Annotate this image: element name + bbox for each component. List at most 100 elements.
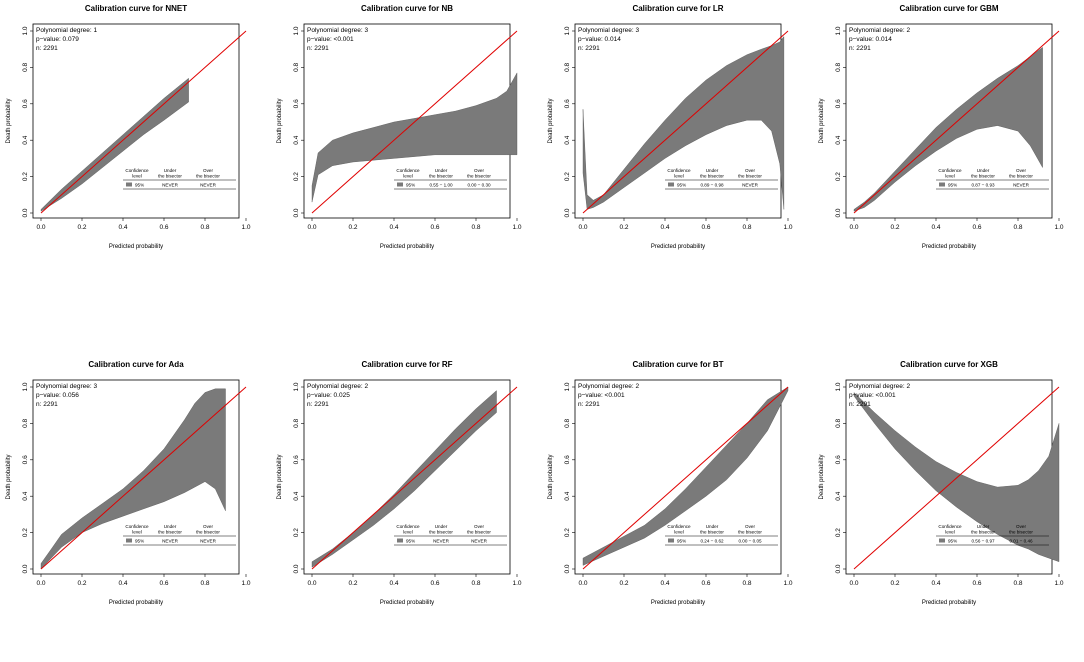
legend-header: Under xyxy=(977,524,990,529)
x-tick-label: 1.0 xyxy=(241,580,250,587)
y-tick-label: 0.0 xyxy=(293,208,300,217)
bisector-line xyxy=(582,386,789,570)
x-tick-label: 0.2 xyxy=(348,580,357,587)
p-value: p−value: 0.014 xyxy=(578,36,621,43)
p-value: p−value: 0.014 xyxy=(849,36,892,43)
x-tick-label: 0.6 xyxy=(972,580,981,587)
legend-header: Over xyxy=(1016,524,1026,529)
plot-frame xyxy=(32,379,240,575)
y-tick-label: 0.8 xyxy=(564,419,571,428)
x-tick-label: 1.0 xyxy=(241,224,250,231)
x-tick-label: 0.4 xyxy=(660,224,669,231)
legend-header: Over xyxy=(203,524,213,529)
bisector-line xyxy=(40,30,247,214)
y-tick-label: 0.0 xyxy=(564,564,571,573)
y-tick-label: 0.0 xyxy=(293,564,300,573)
legend-header: level xyxy=(945,530,954,535)
y-axis-label: Death probability xyxy=(6,98,12,143)
legend-header: Confidence xyxy=(938,168,962,173)
confidence-band xyxy=(40,388,226,570)
legend-over: 0.00 − 0.05 xyxy=(738,539,762,544)
y-tick-label: 1.0 xyxy=(293,26,300,35)
panel-title: Calibration curve for NNET xyxy=(85,4,187,13)
x-tick-label: 1.0 xyxy=(1054,580,1063,587)
y-tick-label: 1.0 xyxy=(835,382,842,391)
y-tick-label: 1.0 xyxy=(835,26,842,35)
legend-header: the bisector xyxy=(738,174,762,179)
y-tick-label: 0.4 xyxy=(22,135,29,144)
legend-header: Confidence xyxy=(667,524,691,529)
confidence-band xyxy=(311,72,518,203)
x-tick-label: 0.0 xyxy=(849,224,858,231)
calibration-panel: Calibration curve for BT 0.0 0.2 0.4 0.6 0.8 1… xyxy=(548,360,793,606)
legend-header: Confidence xyxy=(125,168,149,173)
calibration-figure: Calibration curve for NNET 0.0 0.2 0.4 0.6 0.… xyxy=(6,4,1064,606)
x-tick-label: 0.8 xyxy=(742,224,751,231)
legend-header: the bisector xyxy=(700,174,724,179)
p-value: p−value: <0.001 xyxy=(578,392,625,399)
polynomial-degree: Polynomial degree: 2 xyxy=(849,27,910,34)
legend-under: NEVER xyxy=(433,539,450,544)
p-value: p−value: <0.001 xyxy=(849,392,896,399)
sample-size: n: 2291 xyxy=(849,45,871,52)
p-value: p−value: 0.056 xyxy=(36,392,79,399)
y-tick-label: 0.4 xyxy=(22,491,29,500)
legend-swatch xyxy=(126,538,132,543)
y-tick-label: 0.6 xyxy=(22,99,29,108)
x-tick-label: 0.6 xyxy=(701,580,710,587)
sample-size: n: 2291 xyxy=(307,45,329,52)
panel-title: Calibration curve for BT xyxy=(632,360,723,369)
x-axis-label: Predicted probability xyxy=(109,600,163,606)
x-axis-label: Predicted probability xyxy=(651,600,705,606)
y-axis-label: Death probability xyxy=(277,98,283,143)
y-tick-label: 0.6 xyxy=(564,455,571,464)
legend-under: NEVER xyxy=(162,183,179,188)
x-tick-label: 0.4 xyxy=(931,580,940,587)
legend-header: the bisector xyxy=(196,174,220,179)
legend-over: 0.01 − 0.46 xyxy=(1009,539,1033,544)
panel-title: Calibration curve for GBM xyxy=(899,4,998,13)
legend-swatch xyxy=(126,182,132,187)
y-axis-label: Death probability xyxy=(819,98,825,143)
y-tick-label: 0.0 xyxy=(835,208,842,217)
legend-header: Under xyxy=(164,524,177,529)
y-tick-label: 0.2 xyxy=(22,528,29,537)
y-tick-label: 0.2 xyxy=(293,172,300,181)
x-tick-label: 0.6 xyxy=(972,224,981,231)
legend-over: NEVER xyxy=(200,539,217,544)
legend-confidence: 95% xyxy=(948,183,957,188)
calibration-panel: Calibration curve for LR 0.0 0.2 0.4 0.6 0.8 1… xyxy=(548,4,793,250)
plot-frame xyxy=(845,23,1053,219)
legend-swatch xyxy=(939,182,945,187)
y-tick-label: 0.6 xyxy=(293,455,300,464)
panel-title: Calibration curve for XGB xyxy=(900,360,998,369)
legend-header: the bisector xyxy=(196,530,220,535)
x-tick-label: 0.4 xyxy=(660,580,669,587)
sample-size: n: 2291 xyxy=(36,401,58,408)
plot-frame xyxy=(32,23,240,219)
legend-header: the bisector xyxy=(971,530,995,535)
legend-confidence: 95% xyxy=(135,539,144,544)
bisector-line xyxy=(853,30,1060,214)
x-tick-label: 1.0 xyxy=(1054,224,1063,231)
y-tick-label: 0.8 xyxy=(293,419,300,428)
x-tick-label: 0.2 xyxy=(77,224,86,231)
panel-title: Calibration curve for RF xyxy=(361,360,452,369)
sample-size: n: 2291 xyxy=(36,45,58,52)
legend-header: the bisector xyxy=(700,530,724,535)
legend-header: Under xyxy=(435,524,448,529)
y-tick-label: 0.4 xyxy=(564,491,571,500)
legend-under: 0.87 − 0.93 xyxy=(971,183,995,188)
legend-header: level xyxy=(674,530,683,535)
y-tick-label: 0.0 xyxy=(835,564,842,573)
legend-swatch xyxy=(939,538,945,543)
plot-frame xyxy=(574,379,782,575)
y-axis-label: Death probability xyxy=(819,454,825,499)
x-tick-label: 0.0 xyxy=(578,224,587,231)
legend-header: the bisector xyxy=(971,174,995,179)
sample-size: n: 2291 xyxy=(578,45,600,52)
x-tick-label: 0.8 xyxy=(1013,224,1022,231)
y-tick-label: 0.0 xyxy=(564,208,571,217)
y-tick-label: 0.8 xyxy=(293,63,300,72)
y-tick-label: 1.0 xyxy=(564,26,571,35)
